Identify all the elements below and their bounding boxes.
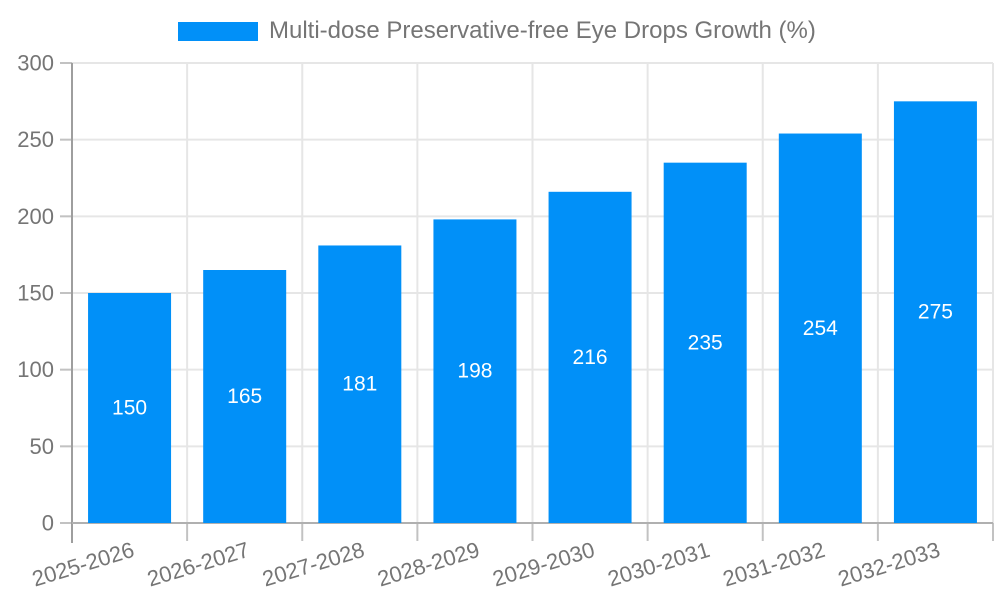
- legend-label: Multi-dose Preservative-free Eye Drops G…: [269, 17, 816, 44]
- y-tick-label: 250: [17, 127, 54, 152]
- bar: [893, 101, 977, 523]
- x-tick-label: 2027-2028: [259, 537, 367, 592]
- x-tick-label: 2030-2031: [605, 537, 713, 592]
- bar-value-label: 181: [342, 373, 377, 396]
- bar-value-label: 165: [227, 385, 262, 408]
- x-tick-label: 2025-2026: [29, 537, 137, 592]
- bar: [548, 191, 632, 524]
- bar-value-label: 216: [573, 346, 608, 369]
- bar-value-label: 275: [918, 301, 953, 324]
- y-tick-label: 150: [17, 281, 54, 306]
- x-tick-label: 2029-2030: [490, 537, 598, 592]
- bar-value-label: 235: [688, 331, 723, 354]
- bar-value-label: 198: [457, 360, 492, 383]
- legend-swatch: [178, 21, 258, 41]
- bar: [203, 270, 287, 523]
- bar-value-label: 150: [112, 397, 147, 420]
- x-tick-label: 2031-2032: [720, 537, 828, 592]
- bar: [778, 133, 862, 524]
- bar-value-label: 254: [803, 317, 838, 340]
- x-tick-label: 2028-2029: [374, 537, 482, 592]
- y-tick-label: 200: [17, 204, 54, 229]
- bar: [433, 219, 517, 523]
- bar: [663, 162, 747, 523]
- bar: [88, 293, 172, 523]
- legend: Multi-dose Preservative-free Eye Drops G…: [178, 17, 816, 45]
- y-tick-label: 300: [17, 51, 54, 76]
- y-tick-label: 50: [30, 434, 54, 459]
- y-tick-label: 100: [17, 357, 54, 382]
- x-tick-label: 2032-2033: [835, 537, 943, 592]
- bar: [318, 245, 402, 523]
- x-tick-label: 2026-2027: [144, 537, 252, 592]
- y-tick-label: 0: [42, 511, 54, 536]
